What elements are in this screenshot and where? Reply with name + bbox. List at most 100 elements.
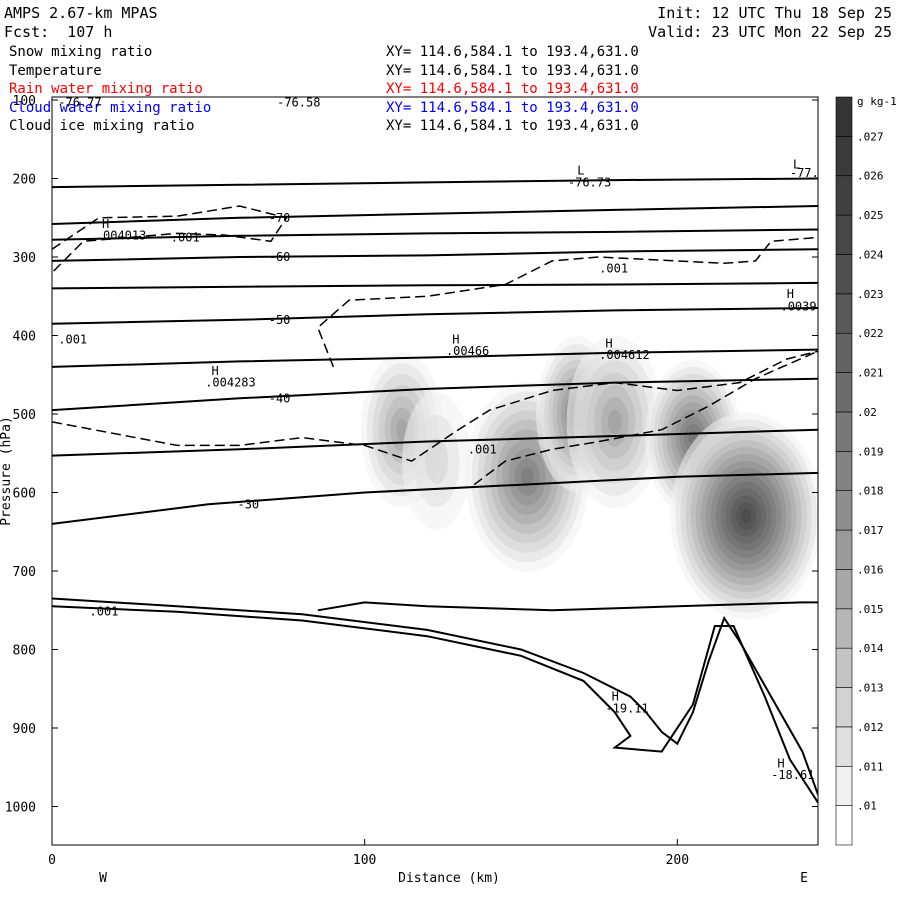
colorbar-label: .016	[857, 563, 884, 576]
contour-annotation: H	[777, 756, 784, 770]
shaded-region	[670, 412, 818, 620]
east-label: E	[800, 871, 808, 886]
colorbar-label: .027	[857, 130, 884, 143]
colorbar-label: .025	[857, 209, 884, 222]
isotherm-line	[52, 471, 818, 525]
temperature-contour	[52, 348, 818, 368]
contour-annotation: .001	[90, 605, 119, 619]
field-coordinates: XY= 114.6,584.1 to 193.4,631.0	[386, 62, 639, 79]
contour-annotation: .00466	[446, 344, 489, 358]
colorbar-label: .021	[857, 367, 884, 380]
colorbar-label: .014	[857, 642, 884, 655]
terrain-line	[52, 597, 818, 796]
isotherm-line	[52, 205, 818, 225]
contour-annotation: H	[452, 332, 459, 346]
contour-annotation: H	[605, 336, 612, 350]
colorbar-swatch	[835, 332, 853, 373]
x-axis-label: Distance (km)	[398, 871, 500, 886]
contour-annotation: .001	[599, 262, 628, 276]
y-tick-label: 100	[13, 94, 36, 109]
shade-level	[741, 509, 752, 523]
temperature-contour	[52, 228, 818, 241]
valid-time: Valid: 23 UTC Mon 22 Sep 25	[648, 23, 892, 41]
colorbar-swatch	[835, 765, 853, 806]
y-tick-label: 900	[13, 722, 36, 737]
colorbar-swatch	[835, 175, 853, 216]
contour-annotation: .004013	[96, 229, 147, 243]
y-axis-label: Pressure (hPa)	[0, 416, 14, 526]
y-tick-label: 300	[13, 251, 36, 266]
isotherm-label: -40	[269, 391, 291, 405]
temperature-contour	[52, 177, 818, 189]
mixing-ratio-contour	[316, 236, 818, 368]
field-coordinates: XY= 114.6,584.1 to 193.4,631.0	[386, 99, 639, 116]
y-tick-label: 500	[13, 408, 36, 423]
colorbar-swatch	[835, 608, 853, 649]
colorbar-swatch	[835, 569, 853, 610]
contour-annotation: -18.61	[771, 768, 814, 782]
shaded-region	[402, 392, 471, 531]
colorbar-label: .013	[857, 682, 884, 695]
contour-annotation: .001	[468, 442, 497, 456]
colorbar-swatch	[835, 136, 853, 177]
terrain-line	[317, 601, 818, 612]
field-coordinates: XY= 114.6,584.1 to 193.4,631.0	[386, 44, 639, 60]
shade-level	[607, 409, 622, 435]
mixing-ratio-contour	[52, 205, 288, 274]
colorbar-label: .026	[857, 170, 884, 183]
contour-annotation: .001	[171, 230, 200, 244]
colorbar-swatch	[835, 293, 853, 334]
isotherm-label: -50	[269, 313, 291, 327]
isotherm-line	[52, 377, 818, 412]
contour-annotation: H	[612, 690, 619, 704]
contour-annotation: H	[102, 217, 109, 231]
y-tick-label: 200	[13, 173, 36, 188]
y-tick-label: 600	[13, 487, 36, 502]
y-tick-label: 400	[13, 330, 36, 345]
colorbar-label: .02	[857, 406, 877, 419]
colorbar-swatch	[835, 214, 853, 255]
contour-annotation: H	[787, 287, 794, 301]
colorbar-swatch	[835, 687, 853, 728]
colorbar-swatch	[835, 647, 853, 688]
x-tick-label: 200	[666, 853, 689, 868]
contour-annotation: H	[211, 364, 218, 378]
colorbar-swatch	[835, 726, 853, 767]
model-title: AMPS 2.67-km MPAS	[4, 4, 158, 22]
isotherm-line	[52, 248, 818, 262]
field-coordinates: XY= 114.6,584.1 to 193.4,631.0	[386, 118, 639, 134]
shade-level	[521, 467, 534, 487]
shade-level	[425, 438, 449, 485]
contour-annotation: -76.77	[58, 95, 101, 109]
contour-annotation: .001	[58, 332, 87, 346]
y-tick-label: 700	[13, 565, 36, 580]
colorbar-label: .012	[857, 721, 884, 734]
colorbar-swatch	[835, 254, 853, 295]
isotherm-line	[52, 307, 818, 325]
field-name: Snow mixing ratio	[9, 44, 153, 60]
field-name: Temperature	[9, 62, 102, 79]
colorbar-swatch	[835, 490, 853, 531]
terrain-line	[52, 605, 818, 804]
contour-annotation: L	[577, 164, 584, 178]
colorbar-swatch	[835, 529, 853, 570]
colorbar-label: .018	[857, 485, 884, 498]
west-label: W	[99, 871, 107, 886]
contour-annotation: .004612	[599, 348, 650, 362]
colorbar-swatch	[835, 805, 853, 846]
colorbar-label: .015	[857, 603, 884, 616]
shaded-region	[566, 335, 663, 509]
colorbar-swatch	[835, 372, 853, 413]
colorbar-swatch	[835, 96, 853, 137]
y-tick-label: 1000	[5, 801, 36, 816]
init-time: Init: 12 UTC Thu 18 Sep 25	[657, 4, 892, 22]
colorbar-label: .017	[857, 524, 884, 537]
contour-annotation: .004283	[205, 376, 256, 390]
contour-annotation: -77.	[790, 166, 819, 180]
colorbar-label: .024	[857, 248, 884, 261]
forecast-hour: Fcst: 107 h	[4, 23, 113, 41]
colorbar-units: g kg-1	[857, 95, 897, 108]
field-name: Cloud ice mixing ratio	[9, 118, 195, 134]
colorbar-label: .022	[857, 327, 884, 340]
